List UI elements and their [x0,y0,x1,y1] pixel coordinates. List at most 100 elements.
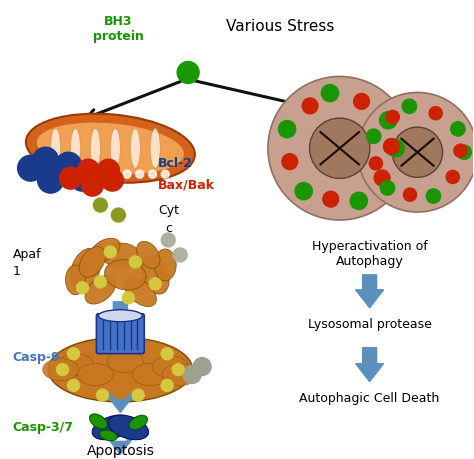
Circle shape [72,170,80,178]
Circle shape [369,157,383,170]
Ellipse shape [57,353,93,375]
FancyArrow shape [106,437,134,454]
Text: Lysosomal protease: Lysosomal protease [308,318,431,331]
Circle shape [321,84,338,102]
Circle shape [136,170,144,178]
Circle shape [454,144,467,157]
Circle shape [295,183,312,200]
Circle shape [282,154,298,169]
Circle shape [161,348,173,360]
Ellipse shape [110,129,120,168]
Circle shape [386,110,399,123]
Circle shape [383,139,399,154]
Ellipse shape [48,337,192,402]
Circle shape [18,155,44,181]
Circle shape [451,122,465,136]
Circle shape [323,191,338,207]
Circle shape [350,192,367,209]
Circle shape [104,246,116,258]
Circle shape [93,198,108,212]
Circle shape [68,380,80,392]
Ellipse shape [90,414,107,429]
Circle shape [161,170,169,178]
Ellipse shape [70,248,100,291]
Circle shape [101,169,123,191]
Ellipse shape [77,364,113,386]
Circle shape [82,174,103,196]
Text: c: c [165,222,172,235]
FancyBboxPatch shape [96,314,144,353]
Ellipse shape [129,415,147,430]
Circle shape [387,140,404,157]
Ellipse shape [105,260,146,290]
Circle shape [172,364,184,375]
Circle shape [55,152,82,178]
Ellipse shape [150,129,160,168]
Circle shape [132,338,144,350]
Text: Bax/Bak: Bax/Bak [158,179,215,192]
Circle shape [132,389,144,401]
Circle shape [193,358,211,375]
Ellipse shape [65,265,85,295]
Ellipse shape [152,356,188,378]
Circle shape [70,165,95,191]
Text: Apaf: Apaf [13,248,41,262]
Text: Apoptosis: Apoptosis [86,444,154,458]
Circle shape [37,167,64,193]
Ellipse shape [100,430,117,441]
Ellipse shape [101,243,139,267]
Circle shape [392,127,443,177]
Text: Hyperactivation of
Autophagy: Hyperactivation of Autophagy [312,240,428,268]
Circle shape [59,170,67,178]
Circle shape [173,248,187,262]
FancyArrow shape [356,347,383,381]
Circle shape [122,292,134,304]
Circle shape [68,348,80,360]
Ellipse shape [92,415,133,440]
Ellipse shape [79,246,106,277]
FancyArrow shape [106,394,134,413]
Circle shape [183,365,201,384]
Circle shape [403,188,417,201]
Circle shape [97,389,109,401]
Circle shape [426,189,441,203]
Circle shape [302,98,318,114]
Ellipse shape [108,351,143,373]
Circle shape [161,233,175,247]
FancyArrow shape [106,302,134,338]
Circle shape [457,145,471,159]
Circle shape [94,276,106,288]
Circle shape [380,181,395,195]
Circle shape [129,256,141,268]
Text: Cyt: Cyt [158,203,179,217]
Ellipse shape [130,129,140,168]
Circle shape [161,380,173,392]
Circle shape [310,118,370,179]
Ellipse shape [154,249,176,281]
Circle shape [98,170,106,178]
Text: Autophagic Cell Death: Autophagic Cell Death [300,392,440,404]
Circle shape [60,167,82,189]
Ellipse shape [71,129,81,168]
Circle shape [111,208,125,222]
Circle shape [278,120,296,138]
Circle shape [33,147,58,173]
Ellipse shape [37,123,184,174]
Circle shape [149,278,161,290]
Circle shape [446,170,459,184]
Ellipse shape [51,129,61,168]
Circle shape [429,106,442,120]
Ellipse shape [91,129,100,168]
Circle shape [76,282,89,294]
Circle shape [148,170,156,178]
Text: Bcl-2: Bcl-2 [158,157,193,170]
Text: 1: 1 [13,265,20,278]
Ellipse shape [137,241,160,269]
Circle shape [402,99,417,113]
Circle shape [354,94,369,109]
Circle shape [98,159,119,181]
Ellipse shape [43,358,79,381]
Circle shape [177,62,199,84]
Ellipse shape [124,277,156,307]
Ellipse shape [85,275,116,304]
